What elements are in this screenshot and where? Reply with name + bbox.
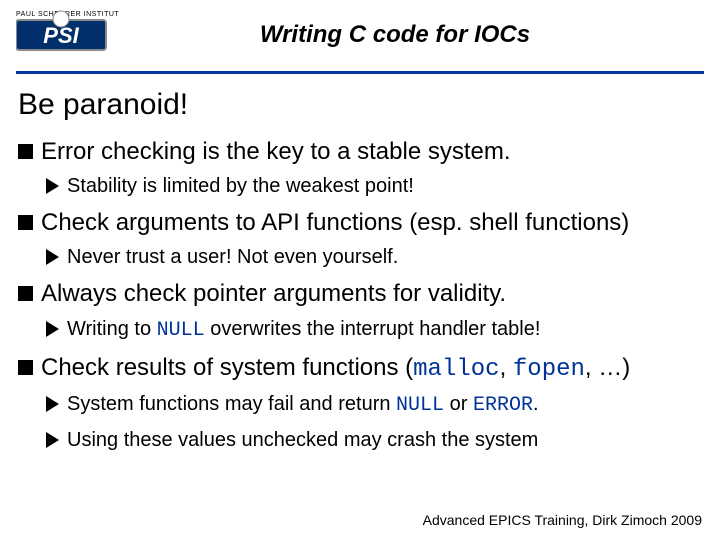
bullet-level1: Error checking is the key to a stable sy… xyxy=(18,136,702,167)
code-text: fopen xyxy=(513,356,585,383)
code-text: malloc xyxy=(413,356,499,383)
bullet-level1: Check results of system functions (mallo… xyxy=(18,352,702,385)
bullet-text: Stability is limited by the weakest poin… xyxy=(67,173,414,199)
code-text: ERROR xyxy=(473,394,533,417)
bullet-text: System functions may fail and return NUL… xyxy=(67,391,539,419)
slide-heading: Be paranoid! xyxy=(18,88,702,122)
psi-logo: PAUL SCHERRER INSTITUT PSI xyxy=(16,8,126,61)
bullet-text: Check arguments to API functions (esp. s… xyxy=(41,207,629,238)
triangle-bullet-icon xyxy=(46,432,59,448)
bullet-text: Writing to NULL overwrites the interrupt… xyxy=(67,316,540,344)
bullet-text: Never trust a user! Not even yourself. xyxy=(67,244,398,270)
code-text: NULL xyxy=(396,394,444,417)
bullet-level2: Using these values unchecked may crash t… xyxy=(46,427,702,453)
square-bullet-icon xyxy=(18,360,33,375)
logo-letters: PSI xyxy=(43,23,79,48)
code-text: NULL xyxy=(157,319,205,342)
bullet-level2: Stability is limited by the weakest poin… xyxy=(46,173,702,199)
bullet-text: Using these values unchecked may crash t… xyxy=(67,427,538,453)
square-bullet-icon xyxy=(18,144,33,159)
bullet-text: Always check pointer arguments for valid… xyxy=(41,278,506,309)
square-bullet-icon xyxy=(18,215,33,230)
bullet-level1: Always check pointer arguments for valid… xyxy=(18,278,702,309)
square-bullet-icon xyxy=(18,286,33,301)
slide-title: Writing C code for IOCs xyxy=(146,21,704,49)
bullet-level2: Writing to NULL overwrites the interrupt… xyxy=(46,316,702,344)
slide-header: PAUL SCHERRER INSTITUT PSI Writing C cod… xyxy=(0,0,720,61)
triangle-bullet-icon xyxy=(46,321,59,337)
triangle-bullet-icon xyxy=(46,249,59,265)
bullet-level2: System functions may fail and return NUL… xyxy=(46,391,702,419)
bullet-level2: Never trust a user! Not even yourself. xyxy=(46,244,702,270)
slide-content: Be paranoid! Error checking is the key t… xyxy=(0,74,720,453)
bullet-level1: Check arguments to API functions (esp. s… xyxy=(18,207,702,238)
bullet-text: Check results of system functions (mallo… xyxy=(41,352,630,385)
triangle-bullet-icon xyxy=(46,396,59,412)
slide-footer: Advanced EPICS Training, Dirk Zimoch 200… xyxy=(423,512,702,528)
triangle-bullet-icon xyxy=(46,178,59,194)
bullet-text: Error checking is the key to a stable sy… xyxy=(41,136,511,167)
